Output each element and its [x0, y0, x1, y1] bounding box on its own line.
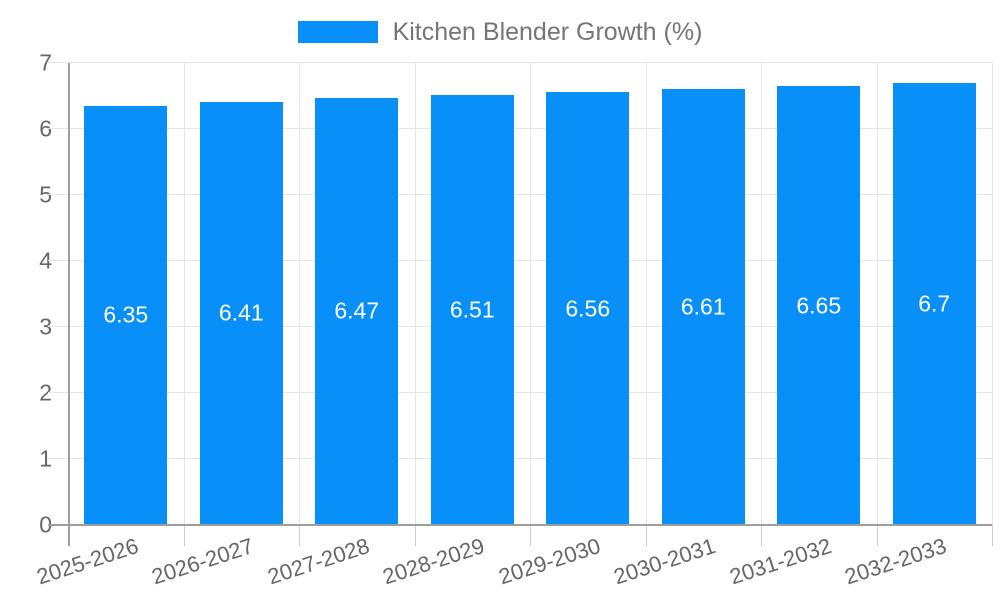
y-axis-tick-label: 2 — [39, 379, 52, 406]
vertical-gridline — [530, 63, 531, 525]
gridline — [48, 392, 992, 393]
vertical-gridline — [183, 63, 185, 525]
bar-value-label: 6.61 — [680, 293, 726, 320]
x-axis-baseline — [48, 524, 992, 526]
vertical-gridline — [761, 63, 762, 525]
bar-value-label: 6.47 — [334, 297, 380, 324]
gridline — [48, 458, 992, 459]
vertical-gridline — [299, 63, 300, 525]
x-axis-tick — [183, 525, 185, 546]
x-axis-tick — [876, 525, 878, 546]
bar[interactable]: 6.35 — [84, 105, 168, 525]
bar[interactable]: 6.65 — [777, 86, 861, 525]
bar-value-label: 6.35 — [103, 301, 149, 328]
bar[interactable]: 6.61 — [661, 88, 745, 525]
bar[interactable]: 6.41 — [199, 101, 283, 525]
legend-swatch — [297, 21, 378, 43]
y-axis-tick-label: 0 — [39, 511, 52, 538]
x-axis-tick — [645, 525, 647, 546]
gridline — [48, 128, 992, 129]
bar-value-label: 6.65 — [796, 292, 842, 319]
x-axis-tick — [299, 525, 300, 546]
y-axis-tick-label: 6 — [39, 115, 52, 142]
y-axis-tick-label: 4 — [39, 247, 52, 274]
x-axis-tick — [992, 525, 993, 546]
vertical-gridline — [876, 63, 878, 525]
plot-area: 6.35 6.41 6.47 6.51 6.56 6.61 6.65 6.7 — [48, 62, 993, 546]
bar[interactable]: 6.47 — [315, 97, 399, 525]
bar[interactable]: 6.56 — [546, 92, 630, 525]
x-axis-tick — [761, 525, 762, 546]
bar[interactable]: 6.7 — [892, 82, 976, 525]
gridline — [48, 62, 992, 63]
x-axis-tick — [530, 525, 531, 546]
bar[interactable]: 6.51 — [430, 95, 514, 525]
x-axis-tick — [414, 525, 416, 546]
bar-value-label: 6.51 — [449, 296, 495, 323]
legend-label: Kitchen Blender Growth (%) — [392, 18, 703, 46]
bar-value-label: 6.56 — [565, 295, 611, 322]
vertical-gridline — [414, 63, 416, 525]
gridline — [48, 194, 992, 195]
gridline — [48, 326, 992, 327]
y-axis-tick-label: 1 — [39, 445, 52, 472]
y-axis-tick-label: 7 — [39, 49, 52, 76]
vertical-gridline — [645, 63, 647, 525]
bar-value-label: 6.7 — [918, 290, 951, 317]
y-axis-tick-label: 3 — [39, 313, 52, 340]
vertical-gridline — [992, 63, 993, 525]
y-axis-line — [68, 63, 70, 546]
gridline — [48, 260, 992, 261]
bar-value-label: 6.41 — [218, 299, 264, 326]
chart-legend[interactable]: Kitchen Blender Growth (%) — [0, 18, 1000, 46]
y-axis-tick-label: 5 — [39, 181, 52, 208]
